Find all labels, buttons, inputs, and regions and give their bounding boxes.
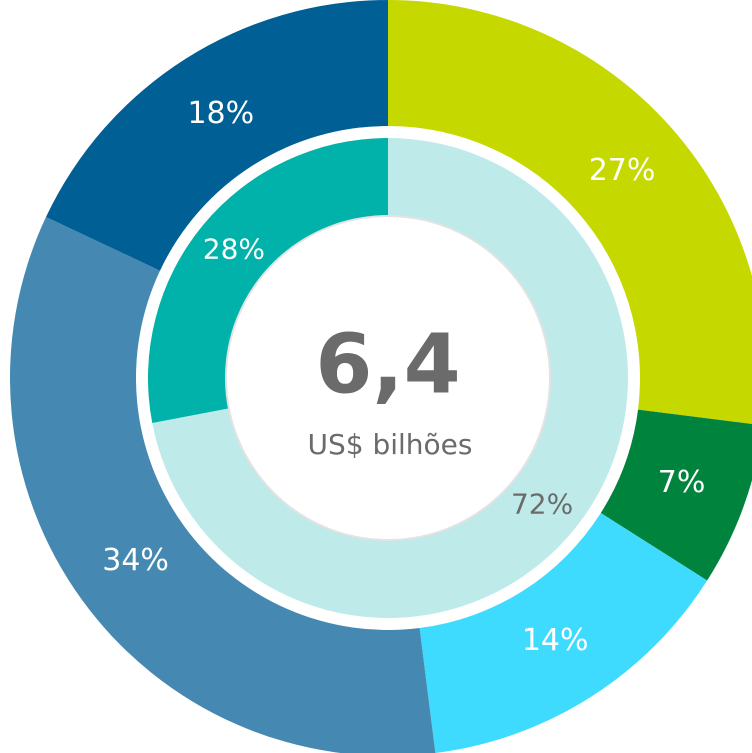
donut-segment <box>45 0 388 271</box>
data-label: 72% <box>511 487 573 520</box>
center-caption: US$ bilhões <box>307 428 472 461</box>
donut-segment <box>388 0 752 424</box>
donut-segment <box>600 409 752 581</box>
data-label: 34% <box>102 543 169 578</box>
donut-segment <box>10 217 436 753</box>
center-disc <box>225 215 551 541</box>
data-label: 28% <box>203 233 265 266</box>
data-label: 14% <box>522 623 589 658</box>
donut-segment <box>419 513 708 753</box>
center-value: 6,4 <box>315 317 460 412</box>
data-label: 7% <box>658 465 706 500</box>
donut-segment <box>152 138 629 618</box>
donut-segment <box>147 138 388 423</box>
data-label: 18% <box>187 96 254 131</box>
data-label: 27% <box>589 153 656 188</box>
